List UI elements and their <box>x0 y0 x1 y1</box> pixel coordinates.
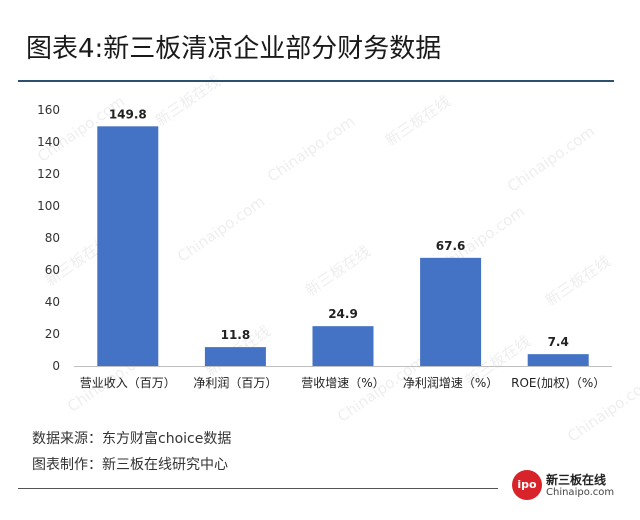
x-category-label: ROE(加权)（%） <box>511 376 605 390</box>
bar-data-label: 67.6 <box>436 239 466 253</box>
logo-circle: ipo <box>512 470 542 500</box>
logo-brand-en: Chinaipo.com <box>546 487 615 498</box>
brand-logo: ipo 新三板在线 Chinaipo.com <box>512 470 630 506</box>
bar <box>527 354 589 366</box>
x-category-label: 净利润（百万） <box>193 376 277 390</box>
x-axis: 营业收入（百万） 净利润（百万） 营收增速（%） 净利润增速（%） ROE(加权)（%） <box>74 366 612 390</box>
bar <box>97 126 159 366</box>
bar <box>204 347 266 366</box>
y-tick-label: 0 <box>52 359 60 373</box>
bottom-divider <box>18 488 498 489</box>
x-category-label: 营业收入（百万） <box>80 376 176 390</box>
y-tick-label: 80 <box>45 231 60 245</box>
y-tick-label: 100 <box>37 199 60 213</box>
x-category-label: 净利润增速（%） <box>403 376 498 390</box>
bar-data-label: 24.9 <box>328 307 358 321</box>
bar-data-label: 149.8 <box>109 107 147 121</box>
y-tick-label: 60 <box>45 263 60 277</box>
bar-chart: 0 20 40 60 80 100 120 140 160 149.8 11.8 24.9 67.6 7… <box>37 103 612 390</box>
bar <box>420 257 482 366</box>
y-axis: 0 20 40 60 80 100 120 140 160 <box>37 103 60 373</box>
logo-brand-cn: 新三板在线 <box>546 473 607 487</box>
y-tick-label: 140 <box>37 135 60 149</box>
y-tick-label: 40 <box>45 295 60 309</box>
y-tick-label: 120 <box>37 167 60 181</box>
page-title: 图表4:新三板清凉企业部分财务数据 <box>26 34 442 64</box>
y-tick-label: 160 <box>37 103 60 117</box>
bar <box>312 326 374 366</box>
bars-group: 149.8 11.8 24.9 67.6 7.4 <box>97 107 589 366</box>
x-category-label: 营收增速（%） <box>301 376 384 390</box>
bar-data-label: 11.8 <box>221 328 251 342</box>
author-note: 图表制作：新三板在线研究中心 <box>32 457 228 473</box>
source-note: 数据来源：东方财富choice数据 <box>32 431 232 447</box>
bar-data-label: 7.4 <box>548 335 569 349</box>
title-divider <box>18 80 614 82</box>
y-tick-label: 20 <box>45 327 60 341</box>
